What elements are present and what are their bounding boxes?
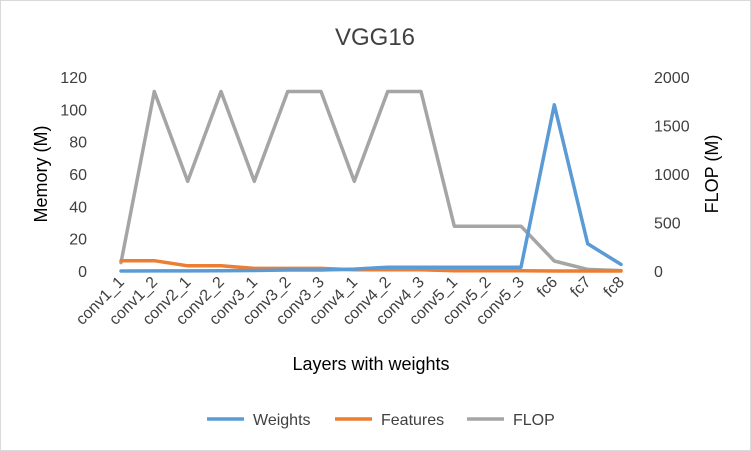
y-tick-label-right: 0 (654, 264, 663, 281)
legend-label-weights: Weights (253, 412, 311, 429)
y-tick-label-right: 1000 (654, 167, 690, 184)
x-axis-title: Layers with weights (292, 354, 449, 374)
x-tick-label: fc8 (601, 274, 628, 301)
series-line-flop (119, 89, 623, 273)
y-tick-label-right: 2000 (654, 70, 690, 87)
y-tick-label-left: 0 (78, 264, 87, 281)
plot-area: 0204060801001200500100015002000conv1_1co… (60, 70, 689, 329)
x-tick-label: fc6 (534, 274, 561, 301)
y-tick-label-left: 120 (60, 70, 87, 87)
y-axis-title-left: Memory (M) (31, 126, 51, 223)
y-axis-title-right: FLOP (M) (702, 135, 722, 214)
y-tick-label-left: 100 (60, 102, 87, 119)
y-tick-label-left: 40 (69, 199, 87, 216)
y-tick-label-right: 500 (654, 216, 681, 233)
legend: Weights Features FLOP (207, 412, 555, 429)
series-line-weights (119, 103, 623, 273)
x-tick-label: fc7 (567, 274, 594, 301)
legend-label-flop: FLOP (513, 412, 555, 429)
y-tick-label-left: 60 (69, 167, 87, 184)
chart-title: VGG16 (335, 24, 415, 51)
y-tick-label-left: 20 (69, 232, 87, 249)
y-tick-label-right: 1500 (654, 119, 690, 136)
y-tick-label-left: 80 (69, 135, 87, 152)
legend-label-features: Features (381, 412, 444, 429)
